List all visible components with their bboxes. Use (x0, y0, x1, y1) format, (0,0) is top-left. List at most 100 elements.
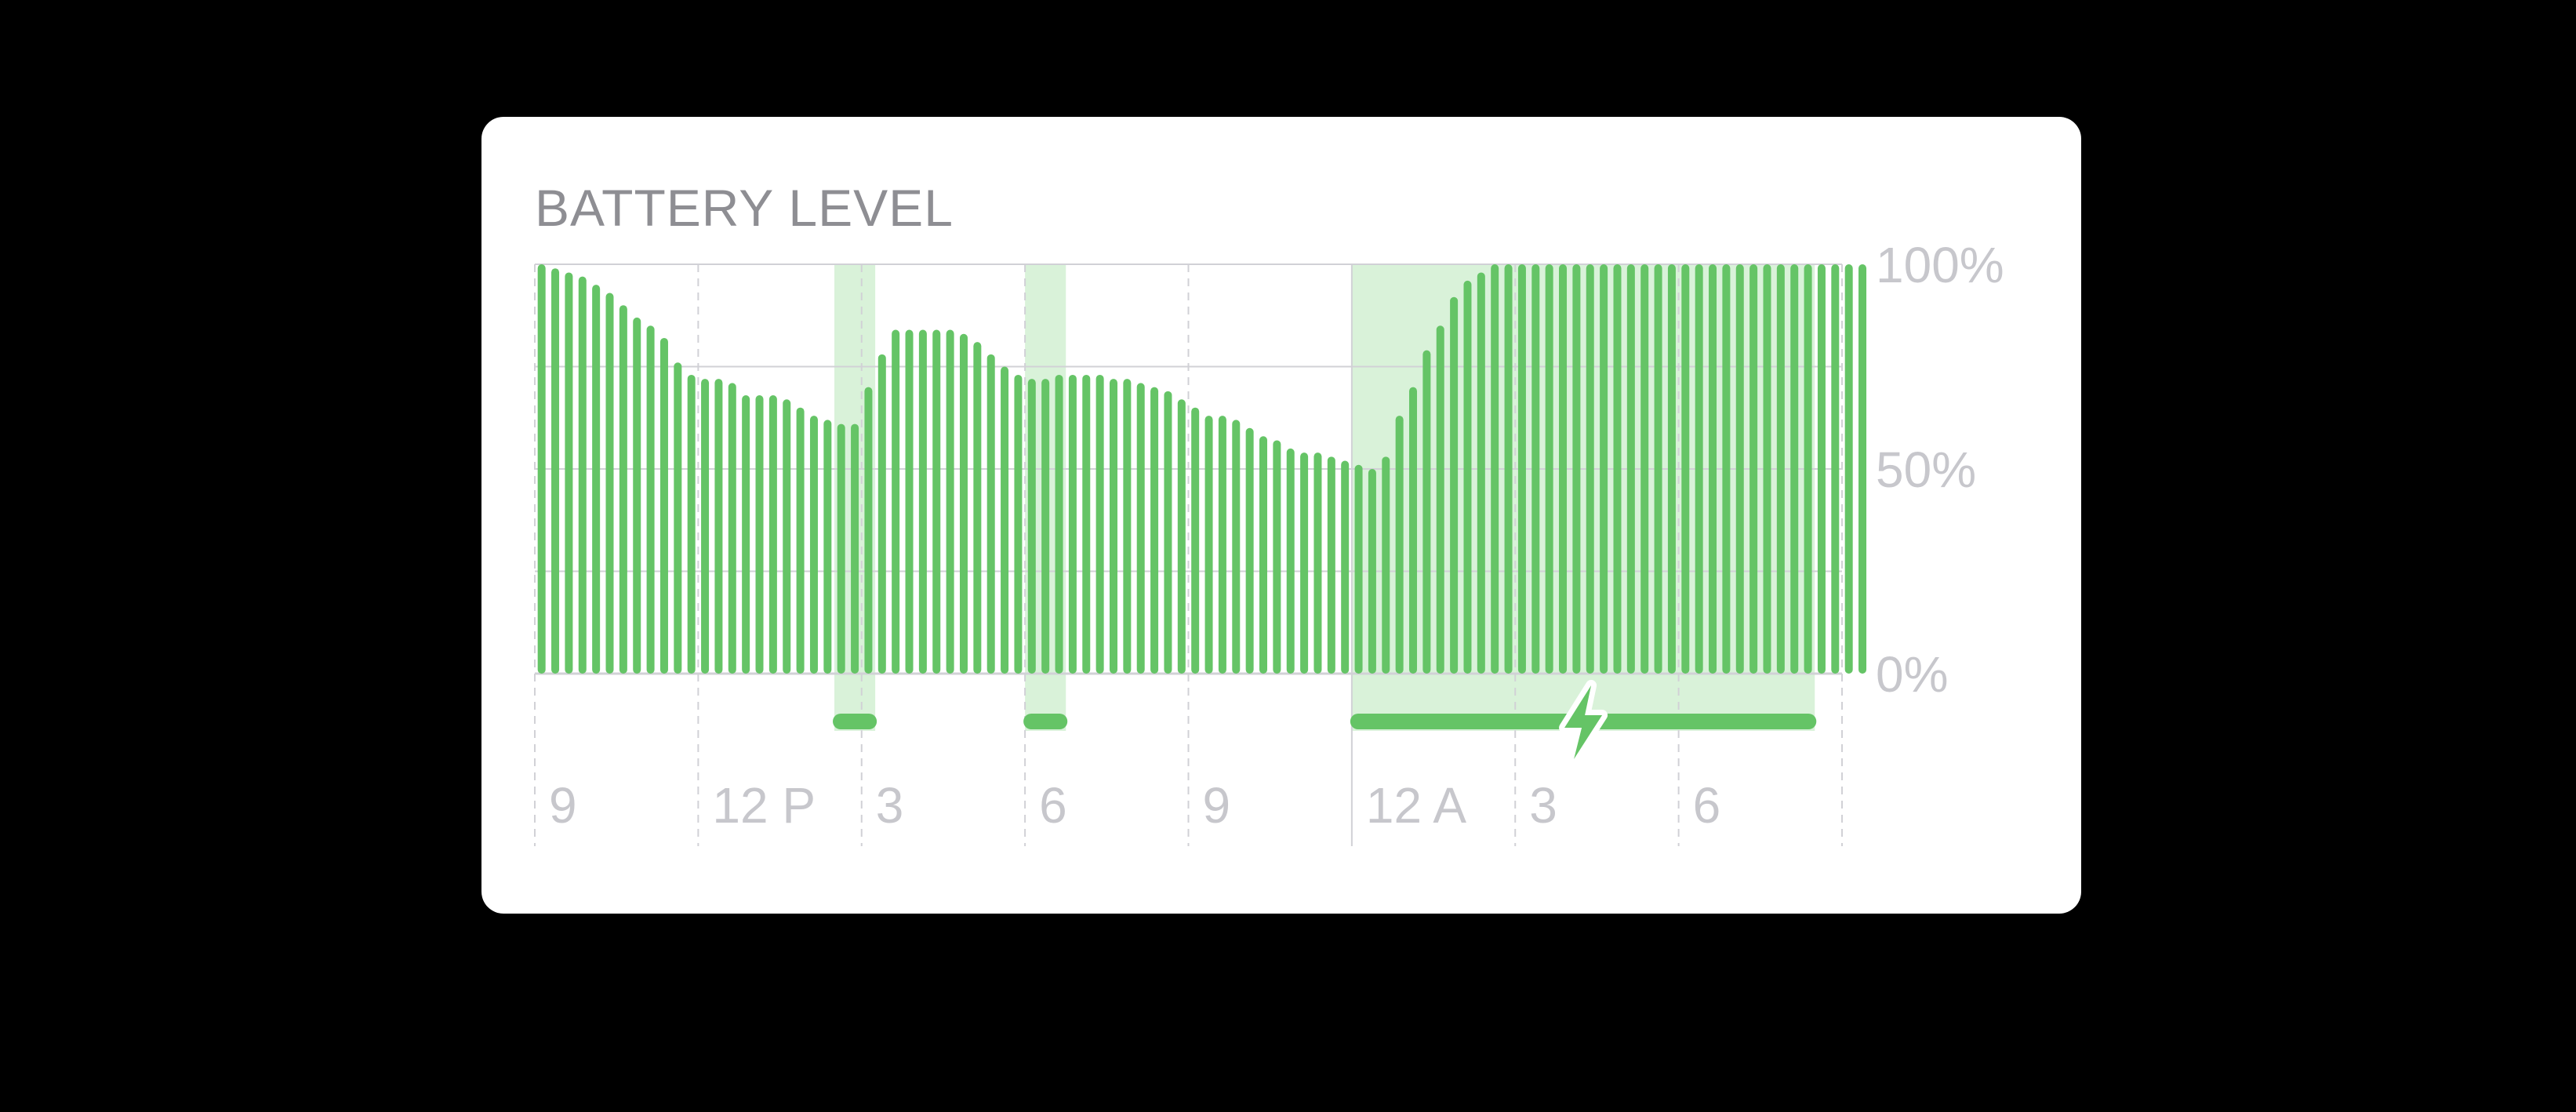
x-tick-label: 3 (876, 777, 904, 834)
battery-bar (578, 276, 587, 674)
battery-bar (1422, 350, 1431, 674)
battery-bar (1559, 264, 1568, 674)
battery-bar (537, 264, 546, 674)
battery-bar (1626, 264, 1635, 674)
battery-bar (1327, 456, 1335, 674)
battery-bar (674, 362, 682, 674)
battery-bar (932, 329, 941, 674)
battery-bar (1436, 325, 1444, 674)
battery-bar (796, 407, 805, 674)
battery-bar (1735, 264, 1744, 674)
battery-level-card: BATTERY LEVEL 9 12 P 3 6 9 12 A 3 6 100% 50% 0% (481, 117, 2081, 914)
battery-bar (1654, 264, 1662, 674)
battery-bar (1517, 264, 1526, 674)
battery-bar (1844, 264, 1853, 674)
battery-bar (1491, 264, 1499, 674)
battery-bar (1150, 387, 1159, 674)
battery-bar (768, 395, 777, 674)
battery-bar (1341, 460, 1350, 674)
x-tick-label: 12 A (1366, 777, 1466, 834)
x-tick-label: 12 P (712, 777, 816, 834)
battery-bar (633, 317, 641, 674)
x-tick-label: 6 (1039, 777, 1067, 834)
x-tick-label: 9 (1203, 777, 1231, 834)
battery-bar (1136, 383, 1145, 674)
battery-bar (1164, 391, 1172, 674)
battery-bar (1300, 452, 1309, 674)
battery-bar (728, 383, 736, 674)
battery-bar (1273, 440, 1281, 674)
battery-bar (1817, 264, 1826, 674)
battery-bar (619, 305, 627, 674)
battery-bar (877, 354, 886, 674)
battery-bar (1531, 264, 1540, 674)
battery-bar (1858, 264, 1867, 674)
battery-bar (1545, 264, 1553, 674)
battery-bar (1695, 264, 1703, 674)
battery-bar (1014, 374, 1023, 674)
battery-bar (1763, 264, 1771, 674)
battery-bar (1477, 272, 1485, 674)
battery-bar (1804, 264, 1812, 674)
charging-band (1351, 264, 1815, 731)
x-tick-label: 9 (549, 777, 577, 834)
battery-bar (1177, 399, 1186, 674)
y-tick-label: 100% (1876, 237, 2004, 293)
battery-bar (959, 333, 968, 674)
battery-bar (1722, 264, 1731, 674)
battery-bar (1313, 452, 1322, 674)
battery-bar (742, 395, 750, 674)
battery-level-chart: 9 12 P 3 6 9 12 A 3 6 100% 50% 0% (534, 237, 2004, 846)
battery-bar (823, 420, 832, 674)
battery-bar (1667, 264, 1676, 674)
battery-bar (1572, 264, 1581, 674)
battery-bar (605, 293, 614, 674)
battery-bar (1191, 407, 1200, 674)
battery-bar (565, 272, 573, 674)
battery-bar (1681, 264, 1690, 674)
battery-bar (1055, 374, 1063, 674)
battery-bar (1368, 469, 1376, 674)
battery-bar (1600, 264, 1608, 674)
battery-bar (973, 342, 982, 674)
battery-bar (1382, 456, 1390, 674)
battery-bar (1001, 366, 1009, 674)
battery-bar (1463, 280, 1472, 674)
battery-bar (1586, 264, 1594, 674)
battery-bar (1709, 264, 1717, 674)
battery-bar (946, 329, 954, 674)
battery-bar (986, 354, 995, 674)
axis-labels: 9 12 P 3 6 9 12 A 3 6 100% 50% 0% (549, 237, 2004, 834)
x-tick-label: 6 (1693, 777, 1721, 834)
battery-bar (1409, 387, 1418, 674)
battery-bar (1613, 264, 1622, 674)
battery-bar (1259, 436, 1268, 674)
battery-bar (687, 374, 696, 674)
battery-bar (1776, 264, 1785, 674)
battery-bar (1232, 420, 1241, 674)
lightning-bolt-shape (1564, 685, 1603, 759)
battery-bar (592, 285, 601, 674)
battery-bar (1831, 264, 1840, 674)
battery-bar (1450, 296, 1459, 674)
battery-bar (646, 325, 655, 674)
battery-bar (701, 379, 710, 674)
battery-bar (1204, 416, 1213, 674)
lightning-bolt-icon (1559, 680, 1608, 765)
chart-grid (534, 263, 1843, 846)
battery-bar (1123, 379, 1132, 674)
battery-bar (851, 423, 859, 674)
battery-bar (1095, 374, 1104, 674)
battery-bar (809, 416, 818, 674)
battery-bar (864, 387, 873, 674)
y-tick-label: 0% (1876, 646, 1949, 703)
battery-bar (1640, 264, 1649, 674)
battery-bar (551, 268, 560, 674)
battery-bar (1395, 416, 1404, 674)
battery-bar (659, 337, 668, 674)
battery-bar (1027, 379, 1036, 674)
battery-bar (1354, 464, 1363, 674)
battery-bar (1041, 379, 1050, 674)
x-tick-label: 3 (1529, 777, 1557, 834)
battery-bar (918, 329, 927, 674)
